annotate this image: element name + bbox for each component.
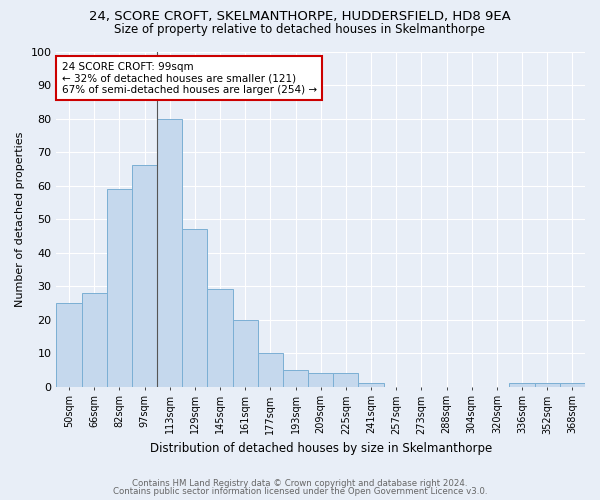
- Bar: [560, 383, 585, 386]
- Text: 24 SCORE CROFT: 99sqm
← 32% of detached houses are smaller (121)
67% of semi-det: 24 SCORE CROFT: 99sqm ← 32% of detached …: [62, 62, 317, 95]
- Bar: [509, 383, 535, 386]
- Bar: [258, 353, 283, 386]
- Bar: [82, 292, 107, 386]
- Text: Contains HM Land Registry data © Crown copyright and database right 2024.: Contains HM Land Registry data © Crown c…: [132, 478, 468, 488]
- Text: Size of property relative to detached houses in Skelmanthorpe: Size of property relative to detached ho…: [115, 22, 485, 36]
- Bar: [132, 166, 157, 386]
- Bar: [56, 303, 82, 386]
- Bar: [333, 373, 358, 386]
- Bar: [157, 118, 182, 386]
- Bar: [107, 189, 132, 386]
- Text: Contains public sector information licensed under the Open Government Licence v3: Contains public sector information licen…: [113, 487, 487, 496]
- Text: 24, SCORE CROFT, SKELMANTHORPE, HUDDERSFIELD, HD8 9EA: 24, SCORE CROFT, SKELMANTHORPE, HUDDERSF…: [89, 10, 511, 23]
- Bar: [358, 383, 383, 386]
- Bar: [535, 383, 560, 386]
- Bar: [208, 290, 233, 386]
- Bar: [182, 229, 208, 386]
- Y-axis label: Number of detached properties: Number of detached properties: [15, 132, 25, 306]
- Bar: [233, 320, 258, 386]
- Bar: [308, 373, 333, 386]
- Bar: [283, 370, 308, 386]
- X-axis label: Distribution of detached houses by size in Skelmanthorpe: Distribution of detached houses by size …: [149, 442, 492, 455]
